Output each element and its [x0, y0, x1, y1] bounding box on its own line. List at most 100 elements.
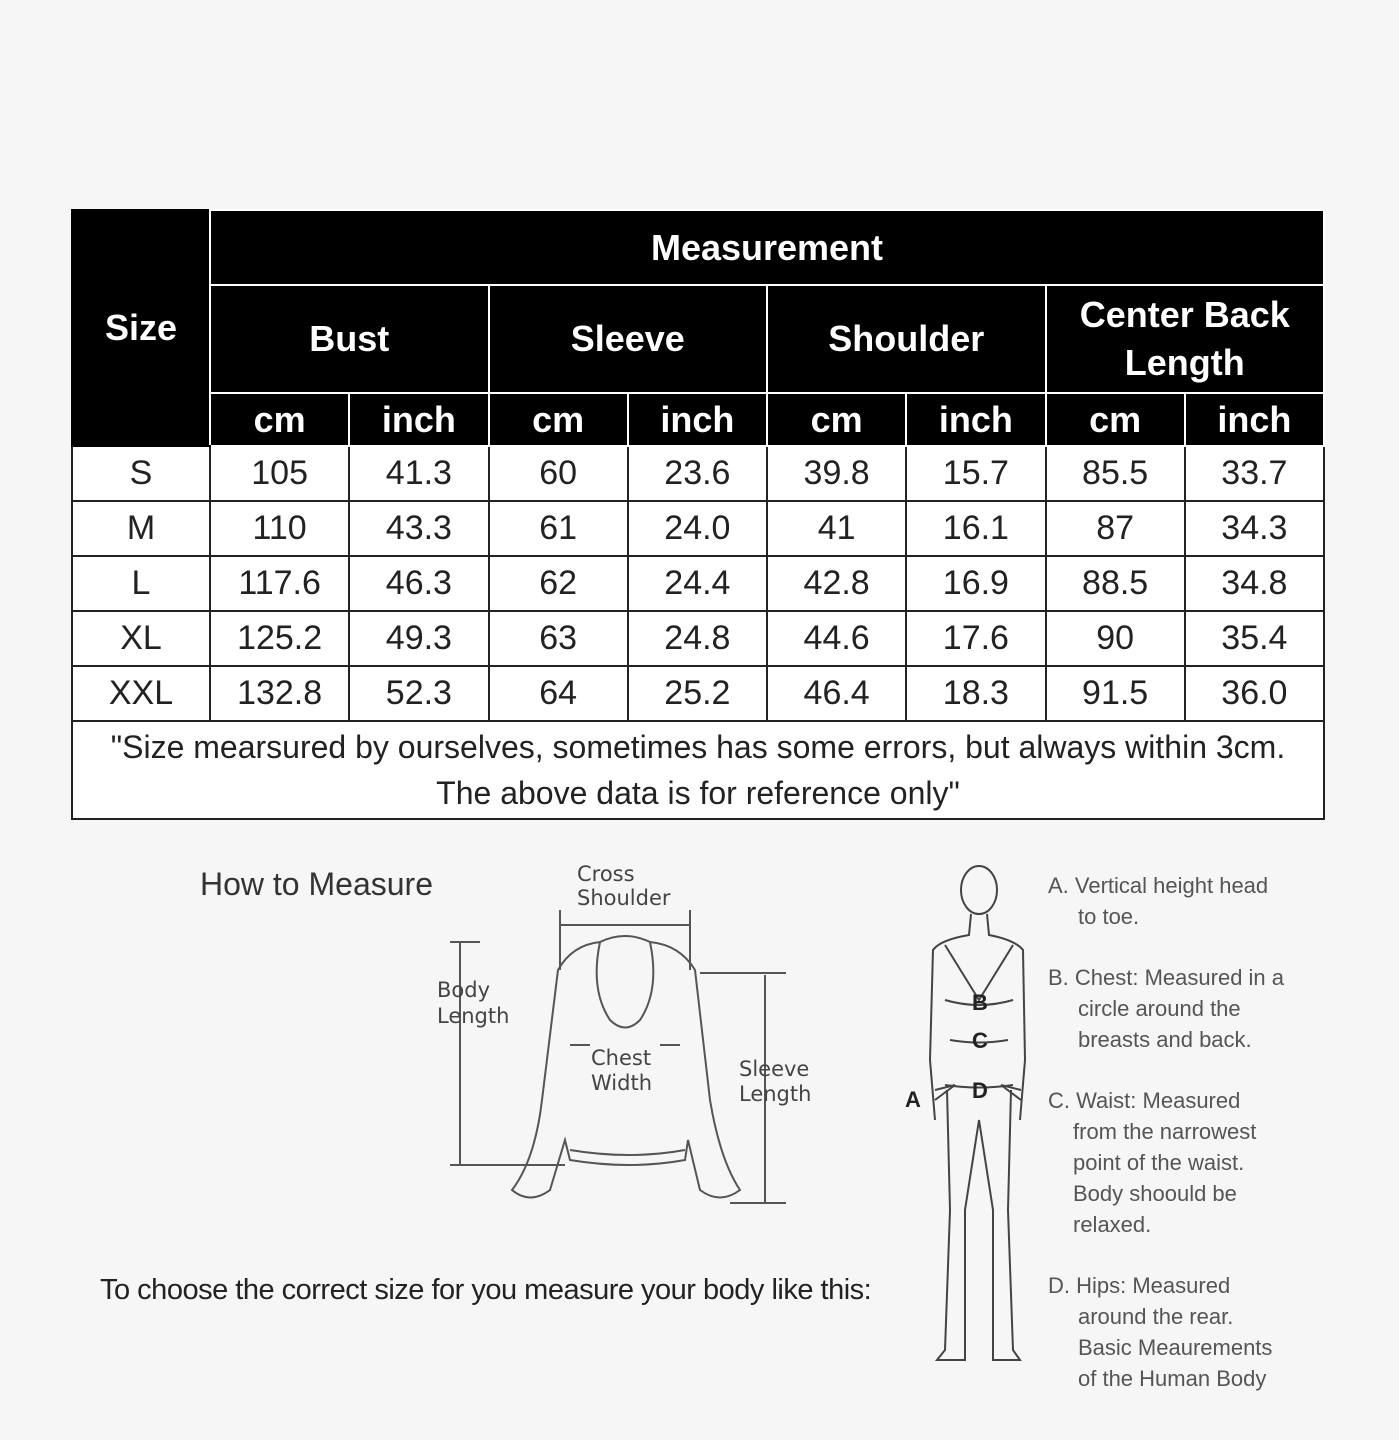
value-cell: 64	[487, 665, 629, 722]
sleeve-length-label-1: Sleeve	[739, 1057, 809, 1081]
value-cell: 46.3	[348, 555, 490, 612]
value-cell: 117.6	[208, 555, 351, 612]
unit-header: cm	[208, 392, 351, 447]
table-row: XL 125.2 49.3 63 24.8 44.6 17.6 90 35.4	[71, 610, 1326, 667]
group-header-shoulder: Shoulder	[766, 284, 1047, 394]
unit-header: cm	[487, 392, 629, 447]
description-line: to toe.	[1078, 904, 1140, 929]
description-line: A. Vertical height head	[1048, 873, 1269, 898]
value-cell: 110	[208, 500, 351, 557]
value-cell: 36.0	[1183, 665, 1326, 722]
description-line: of the Human Body	[1078, 1366, 1267, 1391]
body-figure-diagram: A B C D	[905, 865, 1027, 1361]
value-cell: 34.8	[1183, 555, 1326, 612]
unit-header: inch	[348, 392, 490, 447]
size-cell: XXL	[71, 665, 211, 722]
group-header-center-back-length: Center Back Length	[1044, 284, 1325, 394]
value-cell: 44.6	[765, 610, 908, 667]
point-c-label: C	[972, 1028, 988, 1053]
table-row: S 105 41.3 60 23.6 39.8 15.7 85.5 33.7	[71, 445, 1326, 502]
point-a-label: A	[905, 1087, 921, 1112]
value-cell: 42.8	[765, 555, 908, 612]
value-cell: 105	[208, 445, 351, 502]
value-cell: 85.5	[1044, 445, 1186, 502]
size-chart-table: Size Measurement Bust Sleeve Shoulder Ce…	[71, 209, 1326, 820]
value-cell: 23.6	[626, 445, 769, 502]
description-item: D. Hips: Measured around the rear. Basic M…	[1048, 1270, 1348, 1394]
value-cell: 41.3	[348, 445, 490, 502]
size-cell: L	[71, 555, 211, 612]
size-cell: S	[71, 445, 211, 502]
chest-width-label-2: Width	[591, 1071, 652, 1095]
value-cell: 41	[765, 500, 908, 557]
value-cell: 90	[1044, 610, 1186, 667]
value-cell: 49.3	[348, 610, 490, 667]
value-cell: 91.5	[1044, 665, 1186, 722]
unit-header: inch	[626, 392, 769, 447]
value-cell: 46.4	[765, 665, 908, 722]
size-cell: XL	[71, 610, 211, 667]
unit-header: inch	[1183, 392, 1326, 447]
description-item: B. Chest: Measured in a circle around the…	[1048, 962, 1348, 1055]
value-cell: 35.4	[1183, 610, 1326, 667]
description-line: circle around the	[1078, 996, 1241, 1021]
chest-width-label-1: Chest	[591, 1046, 651, 1070]
value-cell: 25.2	[626, 665, 769, 722]
description-line: relaxed.	[1073, 1212, 1152, 1237]
description-line: around the rear.	[1078, 1304, 1234, 1329]
value-cell: 17.6	[905, 610, 1047, 667]
sleeve-length-label-2: Length	[739, 1082, 811, 1106]
description-line: breasts and back.	[1078, 1027, 1252, 1052]
value-cell: 125.2	[208, 610, 351, 667]
description-line: Body shoould be	[1073, 1181, 1237, 1206]
group-header-bust: Bust	[209, 284, 490, 394]
reference-note: "Size mearsured by ourselves, sometimes …	[71, 720, 1325, 820]
value-cell: 16.9	[905, 555, 1047, 612]
description-item: A. Vertical height head to toe.	[1048, 870, 1348, 932]
size-cell: M	[71, 500, 211, 557]
value-cell: 52.3	[348, 665, 490, 722]
value-cell: 43.3	[348, 500, 490, 557]
note-line-2: The above data is for reference only"	[436, 775, 960, 811]
body-length-label-1: Body	[437, 978, 490, 1002]
cross-shoulder-label-2: Shoulder	[577, 886, 671, 910]
value-cell: 33.7	[1183, 445, 1326, 502]
size-header: Size	[71, 209, 211, 447]
value-cell: 132.8	[208, 665, 351, 722]
description-line: Basic Meaurements	[1078, 1335, 1273, 1360]
table-row: XXL 132.8 52.3 64 25.2 46.4 18.3 91.5 36.0	[71, 665, 1326, 722]
unit-header: cm	[1044, 392, 1186, 447]
cross-shoulder-label-1: Cross	[577, 862, 635, 886]
value-cell: 24.4	[626, 555, 769, 612]
unit-header: cm	[765, 392, 908, 447]
value-cell: 62	[487, 555, 629, 612]
value-cell: 63	[487, 610, 629, 667]
description-line: point of the waist.	[1073, 1150, 1245, 1175]
table-row: M 110 43.3 61 24.0 41 16.1 87 34.3	[71, 500, 1326, 557]
description-line: from the narrowest	[1073, 1119, 1257, 1144]
description-line: B. Chest: Measured in a	[1048, 965, 1285, 990]
value-cell: 16.1	[905, 500, 1047, 557]
measurement-descriptions: A. Vertical height head to toe. B. Chest: …	[1048, 870, 1348, 1424]
measurement-header: Measurement	[209, 209, 1325, 286]
description-line: C. Waist: Measured	[1048, 1088, 1241, 1113]
point-d-label: D	[972, 1078, 988, 1103]
value-cell: 39.8	[765, 445, 908, 502]
description-line: D. Hips: Measured	[1048, 1273, 1231, 1298]
value-cell: 61	[487, 500, 629, 557]
description-item: C. Waist: Measured from the narrowest poin…	[1048, 1085, 1348, 1240]
table-row: L 117.6 46.3 62 24.4 42.8 16.9 88.5 34.8	[71, 555, 1326, 612]
value-cell: 88.5	[1044, 555, 1186, 612]
value-cell: 15.7	[905, 445, 1047, 502]
value-cell: 34.3	[1183, 500, 1326, 557]
sweater-outline	[510, 935, 742, 1199]
value-cell: 24.8	[626, 610, 769, 667]
garment-diagram: Cross Shoulder Body Length Chest Width S…	[437, 862, 811, 1204]
choose-size-instruction: To choose the correct size for you measu…	[100, 1274, 872, 1306]
value-cell: 60	[487, 445, 629, 502]
note-line-1: "Size mearsured by ourselves, sometimes …	[110, 729, 1286, 765]
value-cell: 87	[1044, 500, 1186, 557]
body-length-label-2: Length	[437, 1004, 509, 1028]
point-b-label: B	[972, 990, 988, 1015]
value-cell: 18.3	[905, 665, 1047, 722]
